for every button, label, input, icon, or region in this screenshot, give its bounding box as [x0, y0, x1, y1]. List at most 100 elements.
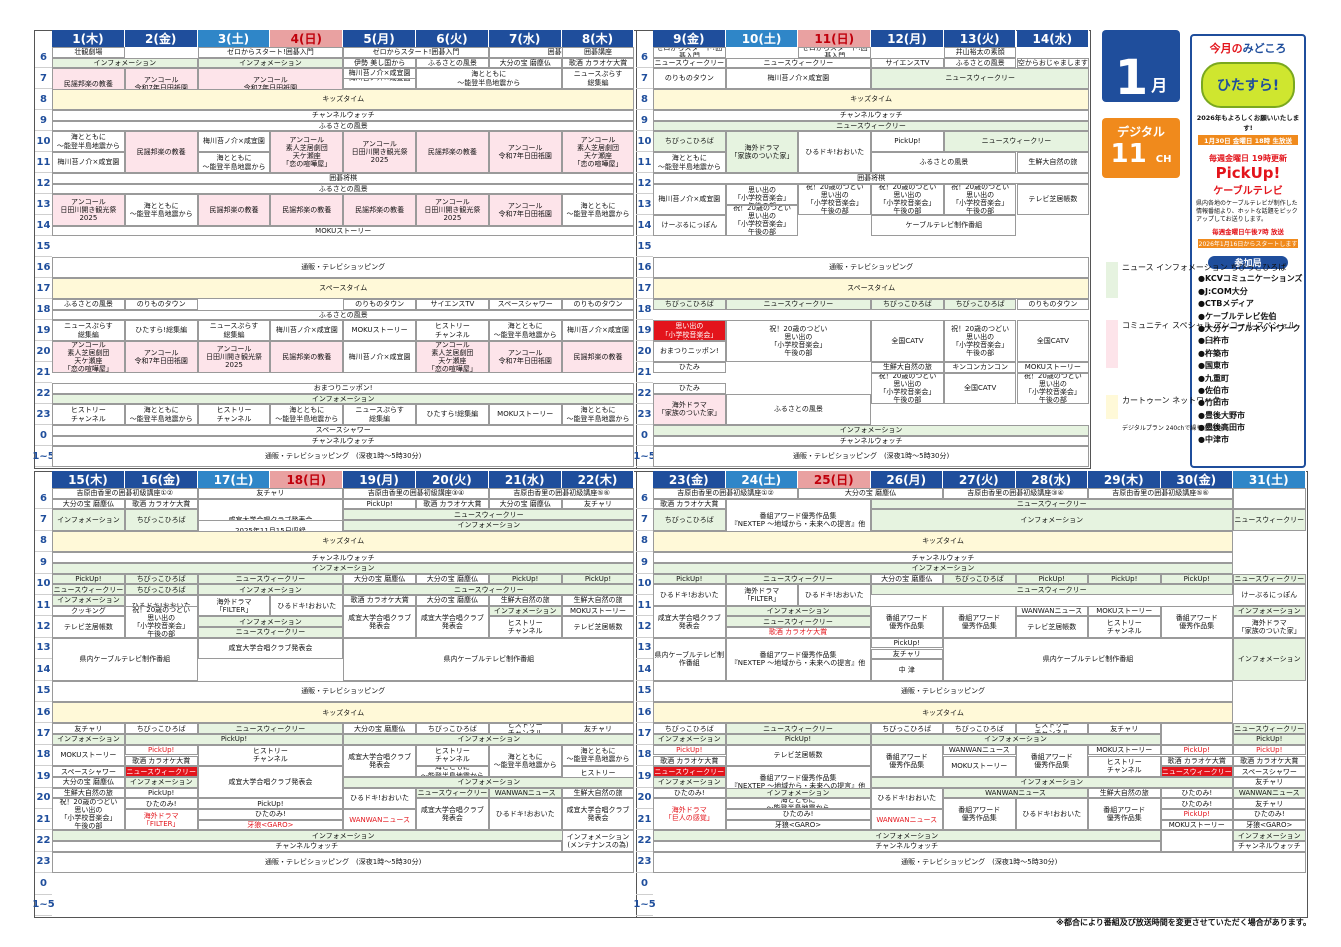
hour-label: 6	[636, 488, 653, 510]
band-program: 囲碁将棋	[52, 173, 635, 184]
pickup-title: PickUp!	[1215, 164, 1281, 182]
program-cell: チャンネルウォッチ	[52, 841, 562, 852]
program-cell: ひたすら!総集編	[124, 320, 198, 341]
hour-label: 21	[35, 362, 52, 383]
program-cell: 咸宜大学合唱クラブ発表会	[197, 766, 344, 799]
program-cell: のりものタウン	[1016, 299, 1090, 310]
hour-label: 1~5	[633, 446, 656, 467]
band-program: インフォメーション	[52, 830, 635, 842]
program-cell: ひるドキ!おおいた	[798, 584, 871, 606]
program-cell: 全国CATV	[871, 320, 944, 362]
program-cell: 民謡邦楽の教養	[416, 131, 489, 173]
program-cell: のりものタウン	[124, 299, 198, 310]
hour-label: 22	[636, 383, 653, 404]
program-cell: ひたのみ!	[124, 798, 198, 809]
partner-item: ●佐伯市	[1198, 385, 1229, 395]
program-cell: 海とともに ～能登半島地震から	[124, 194, 198, 226]
program-cell: インフォメーション	[197, 584, 344, 595]
digital-label: デジタル	[1117, 125, 1165, 139]
program-cell: 歌酒 カラオケ大賞	[653, 755, 726, 767]
month-unit: 月	[1151, 76, 1168, 95]
program-cell: 大分の宝 磨塵仏	[343, 723, 416, 735]
program-cell: 友チャリ	[870, 648, 943, 660]
hour-label: 14	[636, 215, 653, 236]
day-header: 2(金)	[124, 30, 198, 47]
band-program: スペースシャワー	[52, 425, 635, 436]
program-cell: 海外ドラマ 「FILTER」	[725, 584, 798, 606]
program-cell: 番組アワード 優秀作品集	[943, 605, 1016, 638]
program-cell: 吉原由香里の囲碁初級講座③④	[943, 488, 1088, 499]
program-cell: ちびっこひろば	[124, 509, 198, 531]
partners-title: 参加局	[1208, 256, 1288, 270]
program-cell: インフォメーション	[343, 520, 635, 531]
hitasura-logo	[1160, 723, 1233, 745]
program-cell: 井山裕太の素顔	[943, 47, 1017, 58]
program-cell: ヒストリー チャンネル	[488, 723, 562, 735]
band-program: インフォメーション	[52, 393, 635, 404]
program-cell: テレビ芝居帳数	[561, 616, 635, 638]
program-cell: アンコール 令和7年日田祇園	[488, 131, 562, 173]
program-cell: インフォメーション	[1233, 605, 1306, 617]
program-cell: WANWANニュース	[943, 787, 1088, 799]
hour-label: 12	[636, 616, 653, 638]
partner-item: ●九重町	[1198, 373, 1229, 383]
program-cell: 友チャリ	[52, 723, 125, 735]
hour-label: 12	[35, 616, 52, 638]
program-cell: ヒストリー チャンネル	[416, 744, 489, 767]
program-cell: アンコール 令和7年日田祇園	[488, 194, 562, 226]
program-cell: ニュースぷらす 総集編	[343, 404, 416, 425]
program-cell: ふるさとの風景	[416, 57, 489, 68]
program-cell: スペースシャワー	[52, 766, 125, 777]
program-cell: ヒストリー チャンネル	[1088, 616, 1161, 638]
program-cell: 歌酒 カラオケ大賞	[561, 57, 635, 68]
program-cell: 壮観劇場	[52, 47, 125, 58]
program-cell: ちびっこひろば	[653, 299, 726, 310]
partner-item: ●豊後高田市	[1198, 423, 1245, 433]
program-cell: PickUp!	[488, 573, 562, 585]
hour-label: 23	[636, 852, 653, 874]
hour-label: 16	[636, 702, 653, 724]
program-cell: 生鮮大自然の旅	[52, 787, 125, 799]
program-cell: ちびっこひろば	[653, 723, 726, 735]
program-cell: 海外ドラマ 「FILTER」	[124, 809, 198, 831]
band-program: キッズタイム	[653, 530, 1233, 553]
program-cell: 海外ドラマ 「FILTER」	[197, 595, 271, 617]
hour-label: 10	[35, 131, 52, 152]
program-cell: インフォメーション	[870, 734, 1161, 745]
program-cell: ゼロからスタート!囲碁入門	[197, 47, 344, 58]
band-program: インフォメーション	[653, 562, 1233, 574]
program-cell: のりものタウン	[653, 68, 726, 89]
program-cell: インフォメーション	[52, 595, 125, 606]
hour-label: 8	[636, 531, 653, 553]
program-cell: 咸宜大学合唱クラブ 発表会	[343, 744, 416, 777]
day-header: 16(金)	[124, 471, 198, 488]
hour-label: 1~5	[32, 446, 55, 467]
program-cell: 梅川苔ノ介×咸宜園	[343, 341, 416, 373]
program-cell: 梅川苔ノ介×咸宜園	[343, 68, 416, 79]
hour-label: 16	[636, 257, 653, 278]
program-cell: 咸宜大学合唱クラブ 発表会	[653, 605, 726, 638]
band-program: 通販・テレビショッピング	[653, 680, 1233, 702]
day-header: 29(木)	[1088, 471, 1161, 488]
hour-label: 13	[636, 194, 653, 215]
program-cell: 民謡邦楽の教養	[270, 194, 344, 226]
partner-item: ●臼杵市	[1198, 336, 1229, 346]
day-header: 20(火)	[416, 471, 489, 488]
program-cell: 大分の宝 磨塵仏	[798, 488, 943, 499]
day-header: 31(土)	[1233, 471, 1306, 488]
program-cell: ニュースウィークリー	[1160, 766, 1233, 777]
legend-swatch	[1106, 262, 1118, 298]
program-cell: ひたのみ!	[653, 787, 726, 799]
program-cell: 生鮮大自然の旅	[1088, 787, 1161, 799]
program-cell: 民謡邦楽の教養	[197, 194, 271, 226]
program-cell: アンコール 素人芝居劇団 天ケ瀬座 「恋の喧嘩屋」	[270, 131, 344, 173]
hour-label: 13	[636, 638, 653, 660]
program-cell: 祝！20歳のつどい 思い出の 「小学校音楽会」 午後の部	[871, 183, 944, 215]
hour-label: 14	[35, 215, 52, 236]
partner-item: ●豊後大野市	[1198, 410, 1245, 420]
program-cell: ふるさとの風景	[871, 152, 1017, 173]
program-cell: 祝！20歳のつどい 思い出の 「小学校音楽会」 午後の部	[943, 320, 1017, 362]
hour-label: 7	[636, 68, 653, 89]
program-cell: けーぶるにっぽん	[653, 215, 726, 236]
program-cell: ヒストリー チャンネル	[197, 404, 271, 425]
